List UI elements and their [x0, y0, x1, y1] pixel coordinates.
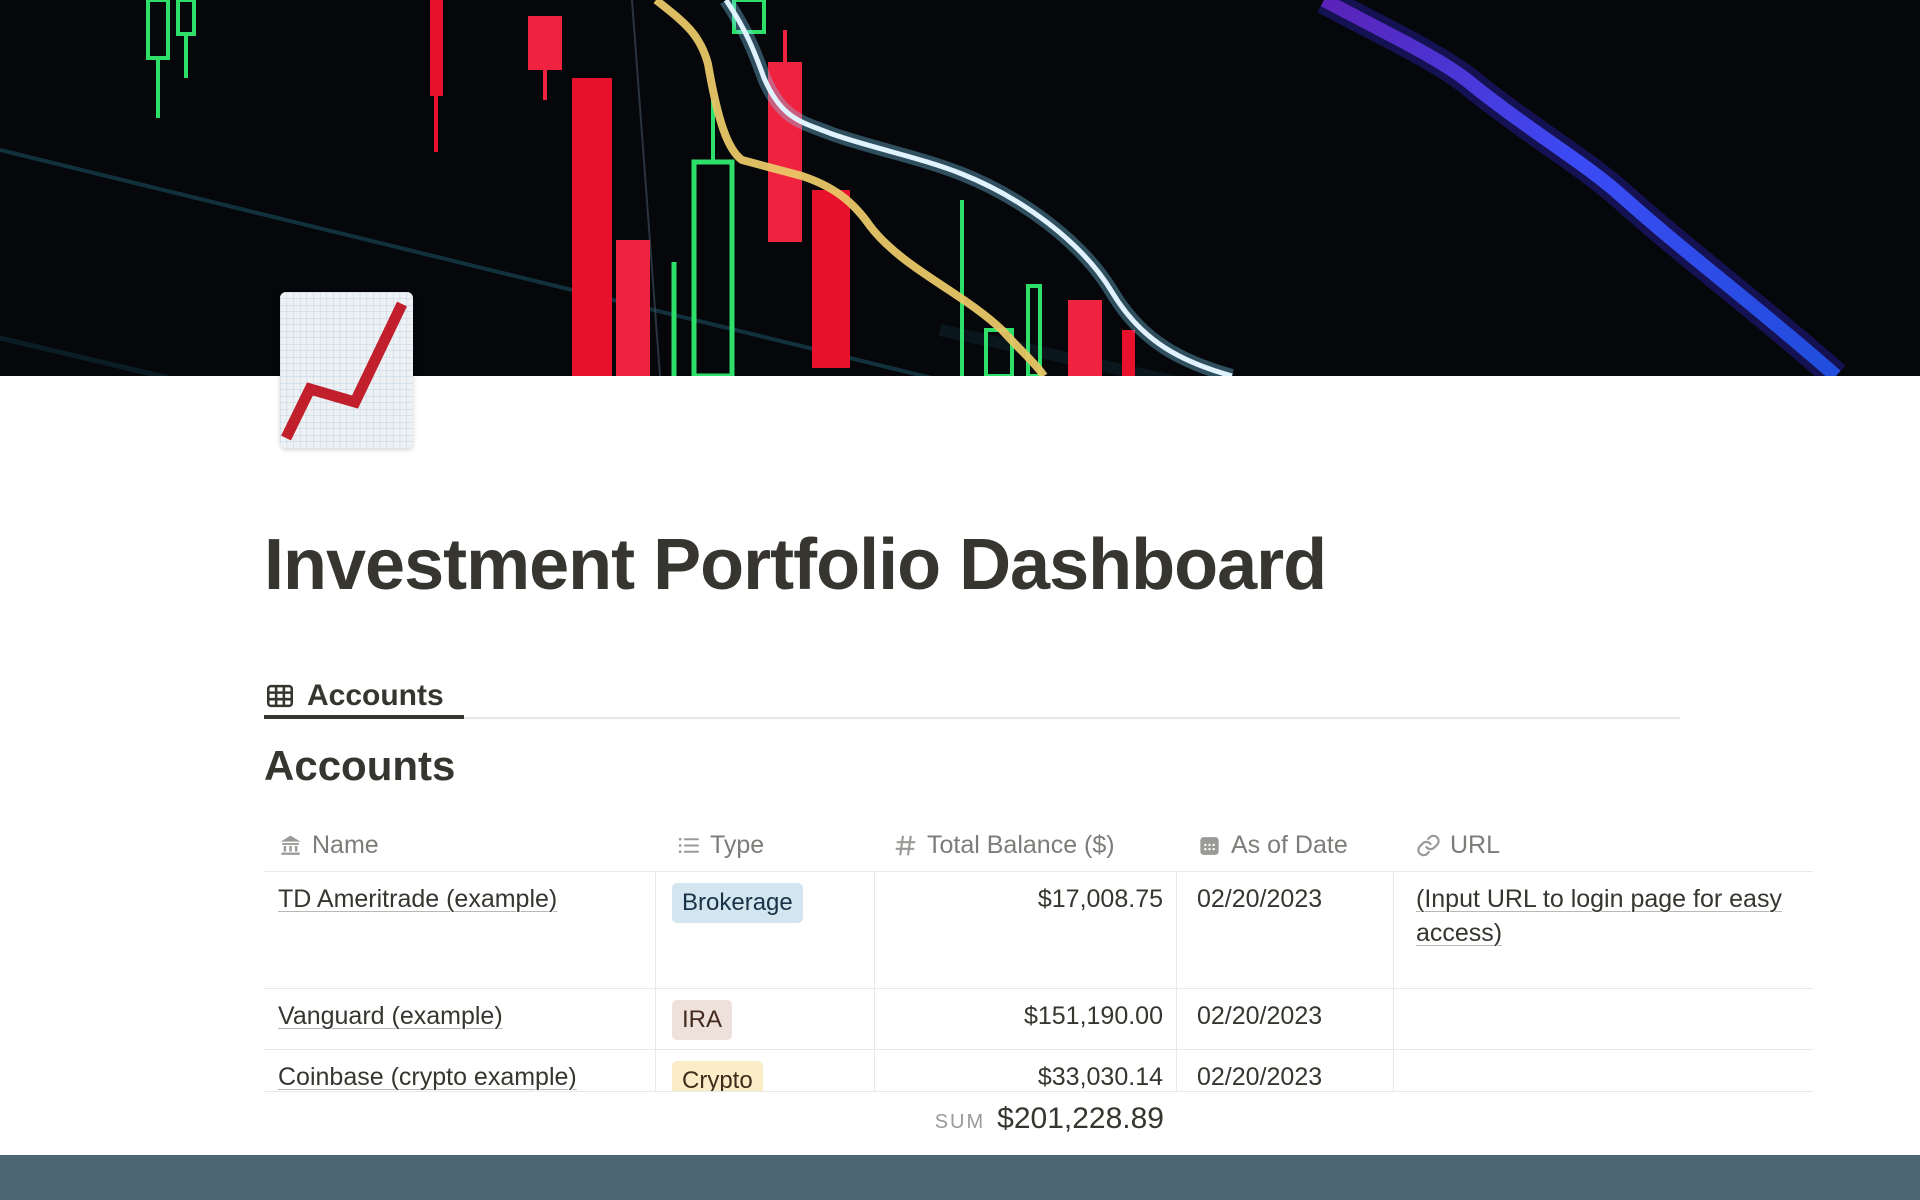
date-cell[interactable]: 02/20/2023 — [1177, 872, 1394, 988]
type-badge[interactable]: Crypto — [672, 1061, 763, 1091]
column-header-url[interactable]: URL — [1394, 820, 1813, 871]
column-header-as-of-date[interactable]: As of Date — [1177, 820, 1394, 871]
sum-value: $201,228.89 — [997, 1102, 1164, 1135]
chart-increasing-emoji-graphic — [280, 292, 413, 448]
table-row: Coinbase (crypto example) Crypto $33,030… — [264, 1050, 1813, 1091]
table-header-row: Name Type Total Balance ($) — [264, 820, 1813, 872]
table-sum-footer[interactable]: SUM $201,228.89 — [264, 1102, 1164, 1136]
column-label: Name — [312, 831, 379, 859]
link-icon — [1417, 834, 1440, 857]
table-row: TD Ameritrade (example) Brokerage $17,00… — [264, 872, 1813, 989]
table-icon — [267, 684, 294, 708]
database-title[interactable]: Accounts — [264, 742, 456, 789]
type-badge[interactable]: IRA — [672, 1000, 733, 1040]
column-label: URL — [1450, 831, 1501, 859]
column-header-total-balance[interactable]: Total Balance ($) — [875, 820, 1177, 871]
date-cell[interactable]: 02/20/2023 — [1177, 1050, 1394, 1091]
balance-cell[interactable]: $151,190.00 — [875, 989, 1177, 1049]
column-label: As of Date — [1231, 831, 1348, 859]
url-link[interactable]: (Input URL to login page for easy access… — [1416, 885, 1782, 947]
calendar-icon — [1200, 837, 1219, 855]
view-tab-bar: Accounts — [264, 676, 1680, 720]
account-name-link[interactable]: Vanguard (example) — [278, 1002, 503, 1030]
bank-icon — [280, 835, 301, 855]
tabbar-divider — [264, 717, 1680, 719]
column-label: Total Balance ($) — [927, 831, 1115, 859]
column-header-name[interactable]: Name — [264, 820, 656, 871]
column-header-type[interactable]: Type — [656, 820, 875, 871]
balance-cell[interactable]: $17,008.75 — [875, 872, 1177, 988]
page-title[interactable]: Investment Portfolio Dashboard — [264, 525, 1327, 605]
tab-accounts[interactable]: Accounts — [264, 676, 444, 716]
tab-accounts-label: Accounts — [307, 679, 444, 712]
account-name-link[interactable]: Coinbase (crypto example) — [278, 1063, 577, 1091]
list-icon — [678, 837, 699, 854]
type-badge[interactable]: Brokerage — [672, 883, 803, 923]
bottom-bar — [0, 1155, 1920, 1200]
date-cell[interactable]: 02/20/2023 — [1177, 989, 1394, 1049]
balance-cell[interactable]: $33,030.14 — [875, 1050, 1177, 1091]
hash-icon — [895, 835, 916, 856]
accounts-table: Name Type Total Balance ($) — [264, 820, 1813, 1092]
account-name-link[interactable]: TD Ameritrade (example) — [278, 885, 558, 913]
sum-label: SUM — [934, 1111, 986, 1133]
table-row: Vanguard (example) IRA $151,190.00 02/20… — [264, 989, 1813, 1050]
page-icon-chart-increasing[interactable] — [280, 292, 413, 448]
active-tab-underline — [264, 715, 464, 719]
cover-image — [0, 0, 1920, 376]
column-label: Type — [710, 831, 765, 859]
